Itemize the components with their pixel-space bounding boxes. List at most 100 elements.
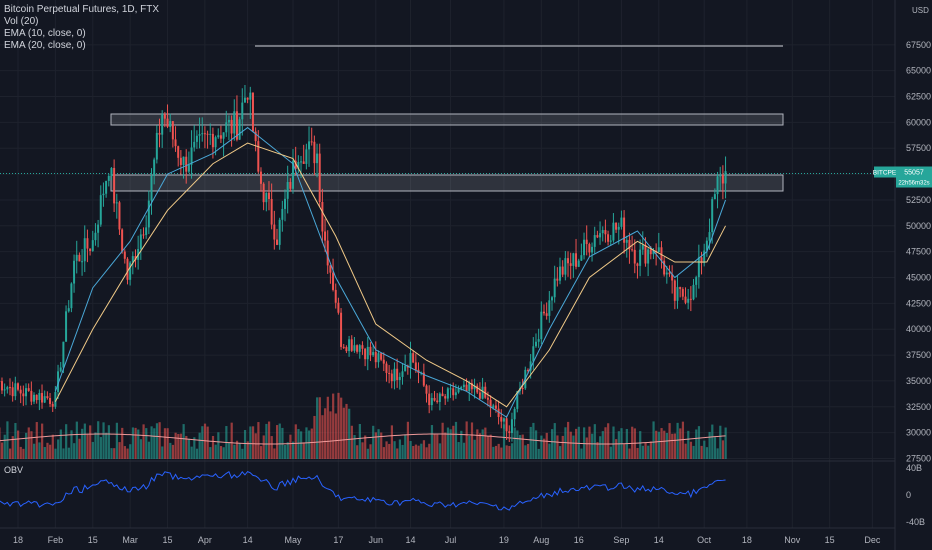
candle-body — [110, 168, 113, 176]
legend-ema10[interactable]: EMA (10, close, 0) — [4, 28, 86, 39]
obv-legend[interactable]: OBV — [4, 465, 24, 475]
candle-body — [372, 352, 375, 356]
candle-body — [521, 387, 524, 389]
volume-bar — [484, 427, 487, 459]
volume-bar — [719, 425, 722, 459]
volume-bar — [446, 427, 450, 459]
volume-bar — [257, 422, 260, 459]
volume-bar — [214, 444, 217, 459]
candle-body — [721, 174, 724, 184]
volume-bar — [110, 448, 113, 459]
candle-body — [604, 230, 607, 235]
candle-body — [679, 287, 682, 290]
volume-bar — [33, 443, 36, 459]
time-tick-label: Dec — [864, 535, 881, 545]
candle-body — [246, 97, 249, 100]
candle-body — [57, 371, 60, 393]
volume-bar — [665, 432, 669, 459]
volume-bar — [86, 433, 89, 459]
volume-bar — [195, 448, 199, 459]
volume-bar — [89, 425, 92, 459]
ema20-line — [54, 142, 726, 408]
volume-bar — [278, 423, 281, 459]
candle-body — [86, 238, 89, 249]
legend-symbol[interactable]: Bitcoin Perpetual Futures, 1D, FTX — [4, 4, 160, 15]
legend-vol[interactable]: Vol (20) — [4, 16, 39, 27]
candle-body — [369, 346, 372, 356]
candle-body — [33, 394, 36, 402]
candle-body — [62, 341, 65, 368]
price-tick-label: 32500 — [906, 402, 931, 412]
candle-body — [396, 368, 399, 381]
volume-bar — [203, 423, 207, 459]
candle-body — [476, 385, 479, 393]
volume-bar — [11, 436, 14, 459]
candle-body — [107, 175, 110, 181]
obv-line — [0, 470, 726, 511]
volume-bar — [652, 421, 655, 459]
obv-pane — [0, 470, 726, 511]
volume-bar — [174, 432, 177, 459]
volume-bar — [497, 443, 500, 459]
candle-body — [393, 368, 396, 382]
volume-bar — [294, 424, 297, 459]
candle-body — [6, 387, 9, 390]
legend-ema20[interactable]: EMA (20, close, 0) — [4, 40, 86, 51]
volume-bar — [3, 434, 6, 459]
volume-bar — [65, 424, 68, 459]
volume-bar — [30, 431, 33, 459]
candle-body — [692, 284, 695, 300]
candle-body — [366, 346, 369, 360]
candle-body — [305, 149, 308, 164]
zone-rect-upper[interactable] — [110, 113, 784, 126]
candle-body — [102, 193, 105, 196]
volume-bar — [129, 444, 132, 459]
candle-body — [478, 392, 481, 399]
volume-bar — [139, 439, 143, 459]
volume-bar — [321, 415, 324, 459]
candle-body — [502, 418, 505, 422]
volume-bar — [366, 448, 369, 459]
candle-body — [583, 239, 586, 256]
time-tick-label: Feb — [48, 535, 64, 545]
last-price-value: 55057 — [904, 170, 924, 177]
price-tick-label: 50000 — [906, 221, 931, 231]
volume-bar — [259, 446, 263, 459]
candle-body — [340, 312, 343, 347]
volume-bar — [524, 445, 527, 459]
last-price-tag — [896, 166, 932, 188]
price-tick-label: 62500 — [906, 92, 931, 102]
candle-body — [449, 388, 452, 390]
candle-body — [153, 159, 156, 176]
candle-body — [187, 164, 190, 172]
candle-body — [113, 168, 116, 204]
price-tick-label: 52500 — [906, 195, 931, 205]
volume-bar — [452, 425, 455, 459]
candle-body — [91, 240, 94, 251]
volume-bar — [329, 411, 332, 459]
resistance-zones[interactable] — [0, 45, 895, 192]
candle-body — [235, 111, 238, 140]
candle-body — [249, 92, 252, 100]
price-tick-label: 65000 — [906, 66, 931, 76]
candle-body — [211, 133, 214, 148]
candle-body — [185, 156, 188, 172]
candle-body — [25, 388, 28, 397]
candle-body — [310, 141, 313, 143]
candle-body — [553, 278, 556, 298]
volume-bar — [518, 435, 522, 459]
volume-bar — [284, 444, 287, 459]
candle-body — [316, 153, 319, 164]
candle-body — [230, 119, 233, 134]
candle-body — [716, 176, 719, 195]
price-tick-label: 35000 — [906, 376, 931, 386]
candle-body — [444, 396, 447, 399]
volume-bar — [708, 431, 711, 459]
volume-bar — [153, 428, 156, 459]
volume-bar — [401, 444, 404, 459]
volume-bar — [649, 441, 652, 459]
zone-rect-lower[interactable] — [110, 174, 784, 192]
volume-bar — [529, 426, 532, 459]
volume-bar — [131, 427, 135, 459]
